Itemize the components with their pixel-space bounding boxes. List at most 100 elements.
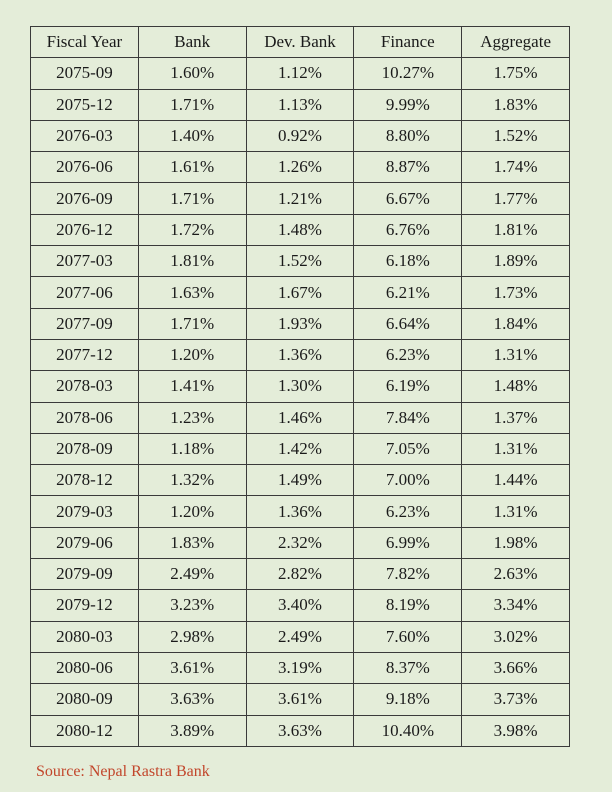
- table-cell: 1.23%: [137, 401, 247, 434]
- table-cell: 8.19%: [353, 589, 463, 622]
- table-cell: 1.83%: [137, 526, 247, 560]
- table-row: 2078-12 1.32% 1.49% 7.00% 1.44%: [30, 464, 570, 497]
- table-cell: 1.89%: [461, 245, 570, 278]
- header-cell: Fiscal Year: [30, 25, 139, 59]
- table-cell: 2078-09: [30, 432, 139, 466]
- table-cell: 2079-12: [30, 589, 139, 622]
- table-cell: 1.30%: [245, 370, 355, 403]
- table-cell: 2076-03: [30, 119, 139, 153]
- table-cell: 2075-09: [30, 57, 139, 90]
- table-cell: 2080-03: [30, 620, 139, 653]
- header-cell: Aggregate: [461, 25, 570, 59]
- table-cell: 3.61%: [245, 683, 355, 716]
- source-note: Source: Nepal Rastra Bank: [36, 763, 210, 780]
- table-cell: 3.98%: [461, 714, 570, 747]
- table-cell: 1.31%: [461, 432, 570, 466]
- table-row: 2079-09 2.49% 2.82% 7.82% 2.63%: [30, 558, 570, 591]
- table-cell: 0.92%: [245, 119, 355, 153]
- table-cell: 6.19%: [353, 370, 463, 403]
- table-cell: 1.71%: [137, 182, 247, 215]
- table-cell: 1.73%: [461, 276, 570, 309]
- table-cell: 8.80%: [353, 119, 463, 153]
- table-cell: 1.81%: [461, 213, 570, 247]
- table-row: 2079-12 3.23% 3.40% 8.19% 3.34%: [30, 589, 570, 622]
- table-row: 2078-03 1.41% 1.30% 6.19% 1.48%: [30, 370, 570, 403]
- table-cell: 3.19%: [245, 651, 355, 685]
- table-cell: 3.63%: [137, 683, 247, 716]
- table-cell: 10.40%: [353, 714, 463, 747]
- table-cell: 1.48%: [245, 213, 355, 247]
- table-cell: 2077-09: [30, 307, 139, 340]
- table-row: 2080-12 3.89% 3.63% 10.40% 3.98%: [30, 714, 570, 747]
- table-cell: 6.64%: [353, 307, 463, 340]
- table-cell: 1.31%: [461, 338, 570, 372]
- table-row: 2080-06 3.61% 3.19% 8.37% 3.66%: [30, 651, 570, 685]
- table-row: 2079-06 1.83% 2.32% 6.99% 1.98%: [30, 526, 570, 560]
- header-row: Fiscal Year Bank Dev. Bank Finance Aggregate: [30, 25, 570, 59]
- table-cell: 7.05%: [353, 432, 463, 466]
- table-cell: 1.20%: [137, 338, 247, 372]
- table-cell: 3.02%: [461, 620, 570, 653]
- table-cell: 3.34%: [461, 589, 570, 622]
- table-cell: 1.71%: [137, 88, 247, 121]
- table-cell: 2.82%: [245, 558, 355, 591]
- table-row: 2078-09 1.18% 1.42% 7.05% 1.31%: [30, 432, 570, 466]
- table-cell: 2079-06: [30, 526, 139, 560]
- table-cell: 2.98%: [137, 620, 247, 653]
- table-row: 2077-12 1.20% 1.36% 6.23% 1.31%: [30, 338, 570, 372]
- table-cell: 6.67%: [353, 182, 463, 215]
- table-cell: 1.63%: [137, 276, 247, 309]
- table-cell: 1.60%: [137, 57, 247, 90]
- table-cell: 2075-12: [30, 88, 139, 121]
- table-cell: 3.23%: [137, 589, 247, 622]
- table-cell: 1.75%: [461, 57, 570, 90]
- table-cell: 2077-12: [30, 338, 139, 372]
- table-cell: 6.23%: [353, 495, 463, 528]
- table-cell: 2078-06: [30, 401, 139, 434]
- table-cell: 2079-09: [30, 558, 139, 591]
- table-cell: 8.87%: [353, 151, 463, 184]
- header-cell: Bank: [137, 25, 247, 59]
- table-cell: 1.12%: [245, 57, 355, 90]
- table-cell: 1.71%: [137, 307, 247, 340]
- table-cell: 2077-06: [30, 276, 139, 309]
- table-cell: 1.41%: [137, 370, 247, 403]
- table-cell: 1.13%: [245, 88, 355, 121]
- header-cell: Dev. Bank: [245, 25, 355, 59]
- table-cell: 9.99%: [353, 88, 463, 121]
- table-row: 2077-09 1.71% 1.93% 6.64% 1.84%: [30, 307, 570, 340]
- table-cell: 3.61%: [137, 651, 247, 685]
- table-cell: 6.76%: [353, 213, 463, 247]
- table-cell: 1.98%: [461, 526, 570, 560]
- table-cell: 2076-12: [30, 213, 139, 247]
- table-cell: 2.63%: [461, 558, 570, 591]
- table-cell: 7.82%: [353, 558, 463, 591]
- header-cell: Finance: [353, 25, 463, 59]
- table-cell: 7.84%: [353, 401, 463, 434]
- table-cell: 1.37%: [461, 401, 570, 434]
- table-cell: 1.61%: [137, 151, 247, 184]
- table-cell: 1.44%: [461, 464, 570, 497]
- table-cell: 2078-03: [30, 370, 139, 403]
- table-row: 2080-03 2.98% 2.49% 7.60% 3.02%: [30, 620, 570, 653]
- table-cell: 3.89%: [137, 714, 247, 747]
- table-cell: 6.18%: [353, 245, 463, 278]
- table-cell: 1.36%: [245, 338, 355, 372]
- table-cell: 1.20%: [137, 495, 247, 528]
- table-cell: 1.42%: [245, 432, 355, 466]
- table-cell: 1.93%: [245, 307, 355, 340]
- table-cell: 3.73%: [461, 683, 570, 716]
- table-cell: 1.84%: [461, 307, 570, 340]
- table-cell: 2076-06: [30, 151, 139, 184]
- table-cell: 6.21%: [353, 276, 463, 309]
- table-cell: 1.49%: [245, 464, 355, 497]
- table-cell: 1.83%: [461, 88, 570, 121]
- table-cell: 1.77%: [461, 182, 570, 215]
- table-cell: 2.49%: [245, 620, 355, 653]
- table-cell: 3.66%: [461, 651, 570, 685]
- table-cell: 1.52%: [245, 245, 355, 278]
- table-row: 2076-09 1.71% 1.21% 6.67% 1.77%: [30, 182, 570, 215]
- table-cell: 1.18%: [137, 432, 247, 466]
- table-row: 2076-03 1.40% 0.92% 8.80% 1.52%: [30, 119, 570, 153]
